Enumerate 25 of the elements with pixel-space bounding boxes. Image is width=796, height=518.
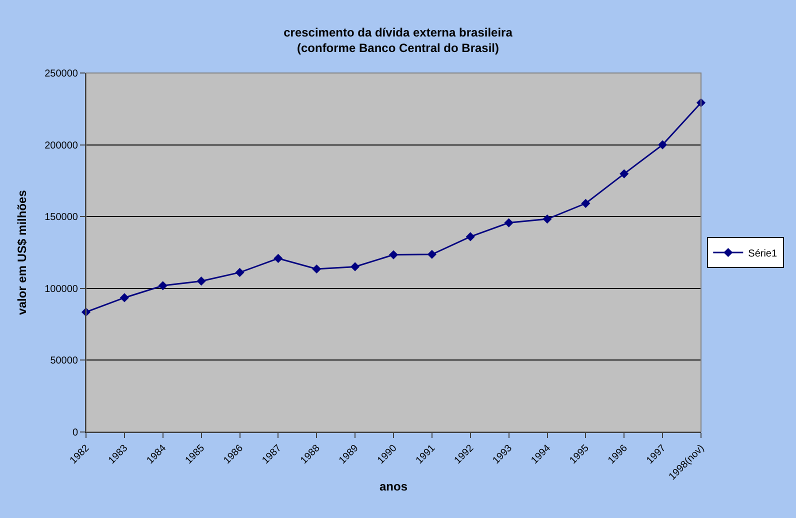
y-tick-label: 150000	[44, 212, 78, 224]
point	[620, 169, 629, 178]
y-tick-label: 250000	[44, 68, 78, 80]
point	[504, 218, 514, 228]
point	[542, 214, 552, 224]
point	[466, 232, 475, 242]
point	[388, 250, 398, 260]
y-tick-label: 100000	[44, 284, 78, 295]
point	[120, 293, 129, 302]
y-axis-title: valor em US$ milhões	[14, 190, 29, 315]
x-axis-title: anos	[379, 479, 408, 494]
point	[581, 198, 590, 208]
chart-title: crescimento da dívida externa brasileira (conforme Banco Central do Brasil)	[284, 25, 513, 55]
point	[312, 264, 322, 274]
point	[274, 254, 283, 263]
point	[158, 281, 168, 290]
point	[196, 276, 206, 286]
y-tick-label: 50000	[50, 356, 78, 367]
point	[350, 262, 360, 272]
legend-label: Série1	[748, 248, 778, 260]
y-tick-label: 0	[72, 428, 78, 438]
point	[427, 250, 436, 259]
y-tick-label: 200000	[44, 140, 78, 152]
point	[235, 268, 244, 278]
point	[658, 140, 668, 150]
